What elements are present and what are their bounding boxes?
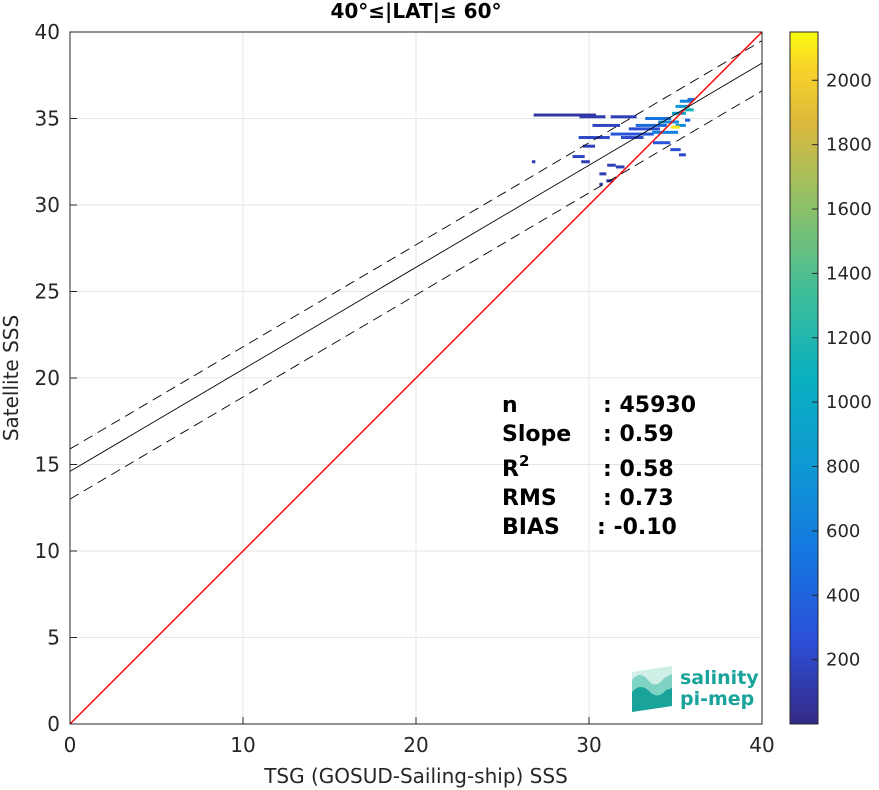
colorbar — [789, 31, 819, 725]
logo-text-salinity: salinity — [680, 667, 759, 689]
y-tick-label: 10 — [35, 539, 60, 563]
regression-lines — [69, 31, 763, 725]
x-tick-label: 30 — [576, 733, 601, 757]
colorbar-tick-label: 200 — [826, 650, 860, 671]
regression-upper-line — [69, 40, 763, 450]
colorbar-tick-label: 1400 — [826, 263, 872, 284]
y-axis-label: Satellite SSS — [0, 315, 23, 441]
density-point — [592, 123, 621, 127]
colorbar-tick-label: 1000 — [826, 392, 872, 413]
density-point — [658, 120, 679, 124]
stat-r2-base: R — [502, 457, 519, 482]
y-tick-label: 35 — [35, 107, 60, 131]
density-points — [531, 97, 695, 186]
density-point — [687, 97, 695, 101]
density-point — [671, 125, 680, 129]
density-point — [599, 172, 607, 176]
y-tick-label: 20 — [35, 366, 60, 390]
stat-bias-value: : -0.10 — [597, 515, 677, 540]
y-tick-label: 40 — [35, 20, 60, 44]
logo-waves-icon — [632, 666, 672, 712]
stat-r2-superscript: 2 — [519, 452, 529, 470]
logo-text-pi-mep: pi-mep — [680, 688, 754, 710]
density-point — [610, 115, 637, 119]
density-point — [685, 118, 691, 122]
x-tick-label: 10 — [230, 733, 255, 757]
y-tick-label: 0 — [47, 712, 60, 736]
density-point — [610, 132, 654, 136]
regression-lower-line — [69, 90, 763, 500]
stat-r2-value: : 0.58 — [603, 457, 674, 482]
density-point — [675, 104, 690, 108]
x-tick-label: 20 — [403, 733, 428, 757]
y-tick-label: 15 — [35, 453, 60, 477]
density-point — [635, 123, 667, 127]
density-point — [599, 182, 603, 186]
y-tick-label: 25 — [35, 280, 60, 304]
colorbar-tick-label: 800 — [826, 457, 860, 478]
density-point — [685, 108, 694, 112]
colorbar-tick-label: 1600 — [826, 199, 872, 220]
y-tick-label: 30 — [35, 193, 60, 217]
density-point — [531, 160, 536, 164]
x-tick-label: 0 — [64, 733, 77, 757]
x-tick-label: 40 — [749, 733, 774, 757]
axis-ticks: 0 10 20 30 40 0 5 10 15 20 25 30 35 40 — [35, 20, 775, 757]
density-point — [581, 160, 590, 164]
density-point — [670, 148, 681, 152]
density-point — [578, 136, 610, 140]
stat-rms-label: RMS — [502, 486, 557, 511]
density-point — [675, 123, 686, 127]
density-point — [628, 127, 660, 131]
colorbar-tick-label: 1800 — [826, 135, 872, 156]
statistics-box: n : 45930 Slope : 0.59 R2 : 0.58 RMS : 0… — [502, 393, 696, 540]
colorbar-tick-label: 400 — [826, 585, 860, 606]
stat-slope-label: Slope — [502, 422, 571, 447]
density-point — [652, 130, 679, 134]
colorbar-tick-label: 2000 — [826, 70, 872, 91]
identity-line — [69, 31, 763, 725]
density-point — [679, 99, 692, 103]
stat-bias-label: BIAS — [502, 515, 560, 540]
density-point — [653, 141, 671, 145]
chart-title: 40°≤|LAT|≤ 60° — [330, 0, 501, 23]
density-point — [572, 155, 585, 159]
density-point — [615, 165, 625, 169]
stat-n-label: n — [502, 393, 518, 418]
y-tick-label: 5 — [47, 626, 60, 650]
regression-line — [69, 62, 763, 472]
density-point — [678, 153, 686, 157]
density-point — [607, 163, 616, 167]
stat-rms-value: : 0.73 — [603, 486, 674, 511]
salinity-pi-mep-logo: salinity pi-mep — [632, 666, 759, 712]
stat-r2-label: R2 — [502, 452, 529, 482]
colorbar-ticks: 200 400 600 800 1000 1200 1400 1600 1800 2000 — [812, 70, 872, 671]
stat-n-value: : 45930 — [603, 393, 696, 418]
density-point — [672, 111, 686, 115]
stat-slope-value: : 0.59 — [603, 422, 674, 447]
density-point — [621, 136, 644, 140]
colorbar-tick-label: 1200 — [826, 328, 872, 349]
density-point — [582, 144, 596, 148]
x-axis-label: TSG (GOSUD-Sailing-ship) SSS — [263, 764, 568, 788]
density-point — [645, 117, 672, 120]
density-point — [533, 113, 596, 117]
density-point — [579, 115, 606, 119]
colorbar-tick-label: 600 — [826, 521, 860, 542]
